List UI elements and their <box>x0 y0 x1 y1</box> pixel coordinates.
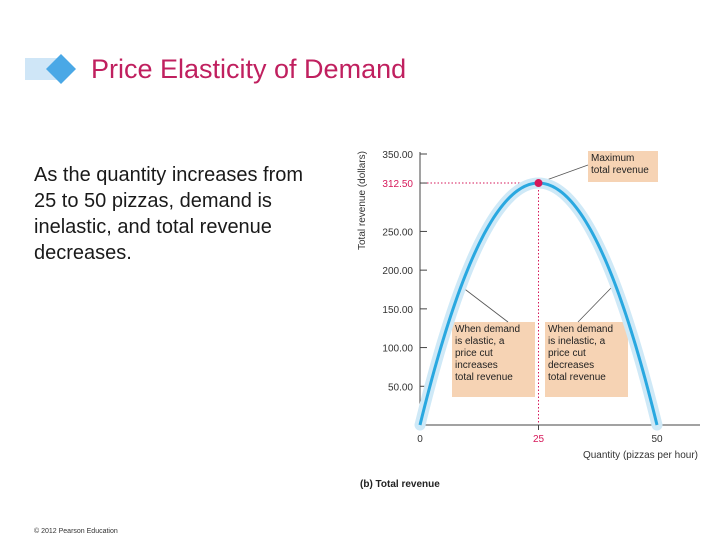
max-revenue-point <box>534 179 543 188</box>
annotation-inelastic-line: is inelastic, a <box>548 336 606 347</box>
annotation-maximum-line: Maximum <box>591 153 634 164</box>
chart-subtitle: (b) Total revenue <box>360 479 440 490</box>
annotation-maximum-line: total revenue <box>591 165 649 176</box>
y-tick-label: 250.00 <box>382 227 413 238</box>
annotation-elastic-line: When demand <box>455 324 520 335</box>
annotation-elastic-line: increases <box>455 360 498 371</box>
y-axis-label: Total revenue (dollars) <box>357 151 368 250</box>
y-tick-label: 350.00 <box>382 150 413 161</box>
annotation-inelastic-line: When demand <box>548 324 613 335</box>
leader-inelastic <box>577 286 613 323</box>
x-tick-label: 0 <box>417 434 423 445</box>
y-tick-label: 150.00 <box>382 305 413 316</box>
title-diamond-icon <box>25 54 76 84</box>
slide-body-text: As the quantity increases from 25 to 50 … <box>34 164 304 264</box>
annotation-inelastic-line: decreases <box>548 360 594 371</box>
copyright-text: © 2012 Pearson Education <box>34 528 118 535</box>
y-tick-label: 200.00 <box>382 266 413 277</box>
annotation-maximum-box <box>588 151 658 182</box>
annotation-inelastic-box <box>545 322 628 397</box>
annotation-elastic-line: price cut <box>455 348 493 359</box>
max-value-label: 312.50 <box>382 179 413 190</box>
annotation-elastic-line: is elastic, a <box>455 336 505 347</box>
x-axis-label: Quantity (pizzas per hour) <box>583 450 698 461</box>
annotation-elastic-box <box>452 322 535 397</box>
x-tick-label: 25 <box>533 434 545 445</box>
annotation-inelastic-line: total revenue <box>548 372 606 383</box>
leader-elastic <box>461 286 509 323</box>
x-tick-label: 50 <box>651 434 663 445</box>
y-tick-label: 50.00 <box>388 382 413 393</box>
annotation-inelastic-line: price cut <box>548 348 586 359</box>
slide-title: Price Elasticity of Demand <box>91 54 407 84</box>
annotation-elastic-line: total revenue <box>455 372 513 383</box>
y-tick-label: 100.00 <box>382 344 413 355</box>
